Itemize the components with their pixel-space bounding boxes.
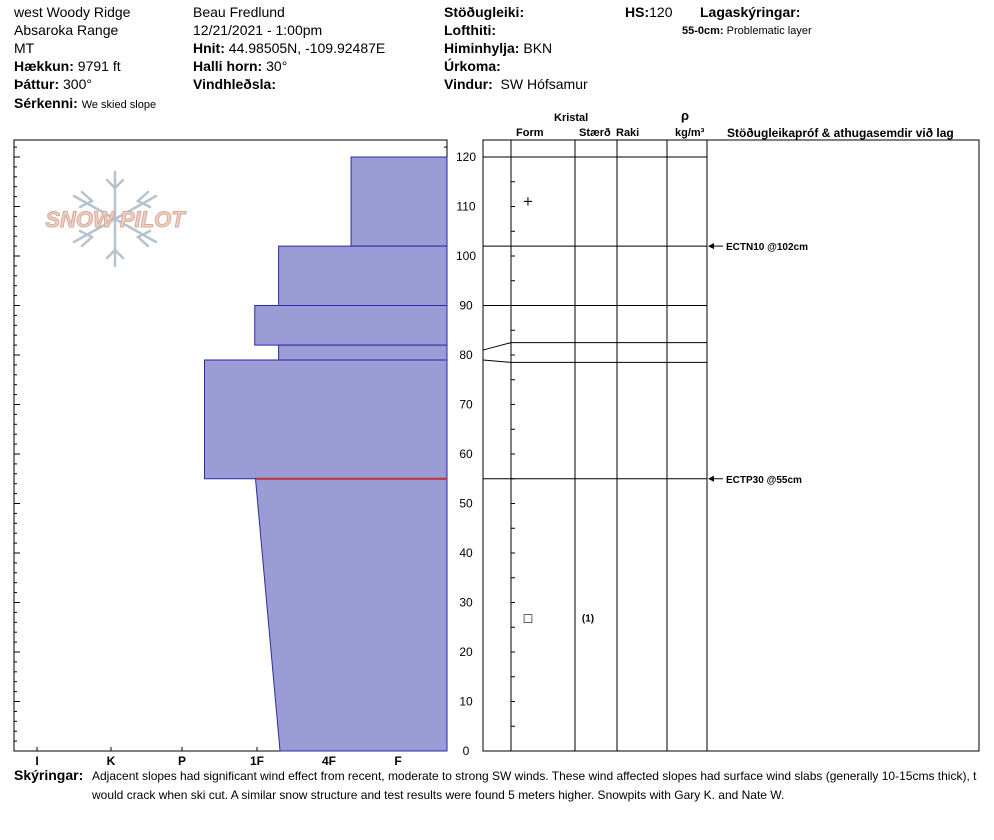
snow-layer (254, 478, 448, 752)
hardness-tick-label: 4F (322, 754, 336, 768)
logo-text: SNOW PILOT (45, 207, 186, 232)
features: Sérkenni: We skied slope (14, 95, 156, 113)
datetime: 12/21/2021 - 1:00pm (193, 22, 323, 38)
snow-layer (278, 344, 448, 361)
depth-tick-label: 110 (456, 200, 475, 214)
slope-label: Halli horn: (193, 58, 263, 74)
depth-tick-label: 40 (459, 546, 473, 560)
wind-loading-label: Vindhleðsla: (193, 76, 276, 92)
wind: Vindur: SW Hófsamur (444, 76, 588, 92)
hardness-tick-label: 1F (250, 754, 264, 768)
coords-value: 44.98505N, -109.92487E (228, 40, 386, 56)
features-label: Sérkenni: (14, 95, 78, 111)
aspect-label: Þáttur: (14, 76, 60, 92)
hardness-tick-label: I (35, 754, 38, 768)
stability-test-label: ECTP30 @55cm (726, 475, 802, 486)
snow-layer (278, 245, 448, 306)
precip-label: Úrkoma: (444, 58, 501, 74)
comments-header: Stöðugleikapróf & athugasemdir við lag (727, 126, 954, 140)
depth-tick-label: 120 (456, 150, 476, 164)
hs-value: 120 (649, 4, 673, 20)
hardness-tick-label: F (394, 754, 401, 768)
coords-label: Hnit: (193, 40, 225, 56)
wind-value: SW Hófsamur (500, 76, 588, 92)
slope-angle: Halli horn: 30° (193, 58, 287, 74)
stratigraphy-table: + □ (1) ECTN10 @102cm ECTP30 @55cm (482, 139, 980, 752)
location-line-2: Absaroka Range (14, 22, 119, 38)
coordinates: Hnit: 44.98505N, -109.92487E (193, 40, 385, 56)
depth-tick-label: 100 (456, 249, 476, 263)
legend-range: 55-0cm: (682, 25, 724, 37)
snow-layer (350, 156, 448, 247)
features-value: We skied slope (81, 99, 157, 111)
hardness-tick-label: P (178, 754, 186, 768)
hardness-tick-label: K (107, 754, 116, 768)
observer: Beau Fredlund (193, 4, 285, 20)
wind-label: Vindur: (444, 76, 493, 92)
stability-test-label: ECTN10 @102cm (726, 242, 808, 253)
elevation-value: 9791 ft (77, 58, 121, 74)
test-arrow-head (708, 243, 714, 250)
depth-tick-label: 10 (459, 695, 473, 709)
legend-label: Lagaskýringar: (700, 4, 801, 20)
air-temp-label: Lofthiti: (444, 22, 497, 38)
layer-boundary-connector (482, 342, 512, 351)
slope-value: 30° (266, 58, 288, 74)
grain-size-label: (1) (582, 613, 594, 624)
crystal-header: Kristal (554, 112, 589, 124)
hardness-profile (204, 156, 448, 752)
snow-layer (204, 359, 448, 480)
depth-tick-label: 30 (459, 596, 473, 610)
depth-tick-label: 20 (459, 645, 473, 659)
depth-tick-label: 80 (459, 348, 473, 362)
hardness-axis: I K P 1F 4F F (35, 754, 401, 768)
aspect-value: 300° (63, 76, 92, 92)
moisture-header: Raki (616, 127, 640, 139)
aspect: Þáttur: 300° (14, 76, 92, 92)
elevation: Hækkun: 9791 ft (14, 58, 121, 74)
depth-tick-label: 70 (459, 398, 473, 412)
size-header: Stærð (579, 127, 611, 139)
snow-layer (254, 305, 448, 346)
depth-tick-label: 60 (459, 447, 473, 461)
sky-label: Himinhylja: (444, 40, 520, 56)
notes-text: Adjacent slopes had significant wind eff… (92, 769, 977, 802)
wind-loading: Vindhleðsla: (193, 76, 276, 92)
sky-value: BKN (523, 40, 553, 56)
snowpilot-logo: SNOW PILOT (45, 170, 187, 268)
notes-label: Skýringar: (14, 767, 84, 783)
density-unit: kg/m³ (675, 127, 705, 139)
density-symbol: ρ (681, 108, 690, 123)
sky-cover: Himinhylja: BKN (444, 40, 552, 56)
elevation-label: Hækkun: (14, 58, 74, 74)
depth-tick-label: 90 (459, 299, 473, 313)
depth-axis: 0 10 20 30 40 50 60 70 80 90 100 110 120 (456, 150, 476, 758)
hs-label: HS: (625, 4, 650, 20)
stability-label: Stöðugleiki: (444, 4, 525, 20)
test-arrow-head (708, 475, 714, 482)
location-line-3: MT (14, 40, 35, 56)
legend-entry: 55-0cm: Problematic layer (682, 23, 812, 39)
depth-tick-label: 50 (459, 497, 473, 511)
legend-text: Problematic layer (726, 25, 812, 37)
depth-tick-label: 0 (463, 744, 470, 758)
grain-form-symbol: + (523, 195, 534, 210)
table-frame (482, 139, 980, 752)
layer-boundary-connector (482, 359, 512, 363)
grain-form-symbol: □ (523, 611, 533, 624)
form-header: Form (516, 127, 544, 139)
snow-height: HS:120 (625, 4, 672, 20)
location-line-1: west Woody Ridge (14, 4, 131, 20)
